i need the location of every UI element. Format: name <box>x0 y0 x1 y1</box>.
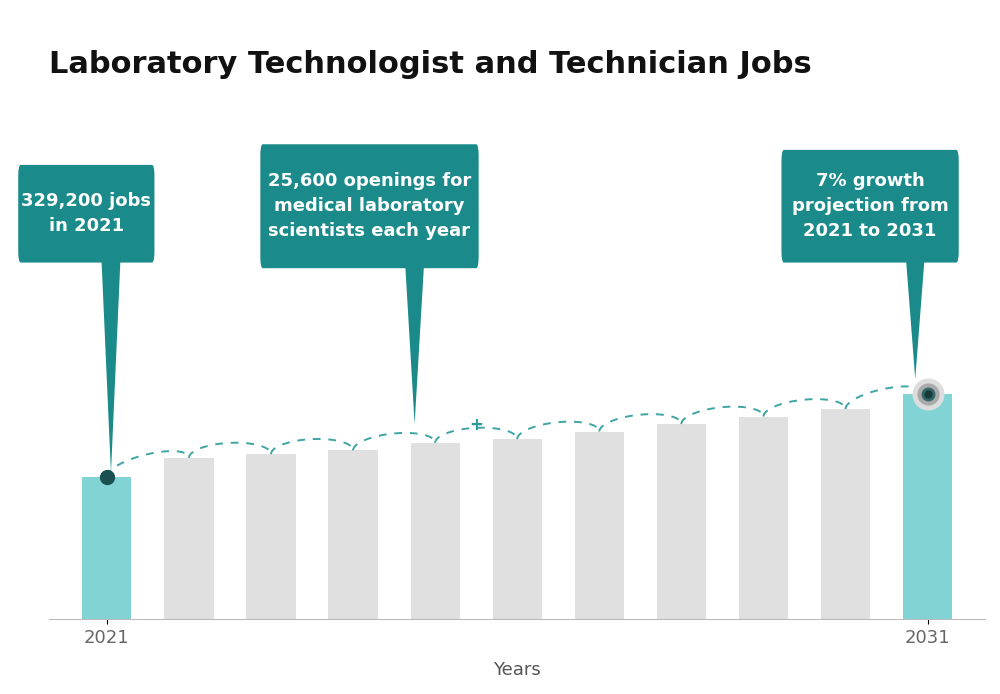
Bar <box>328 450 378 619</box>
FancyBboxPatch shape <box>18 165 154 262</box>
FancyBboxPatch shape <box>260 144 479 268</box>
Polygon shape <box>405 257 424 424</box>
Text: 329,200 jobs
in 2021: 329,200 jobs in 2021 <box>21 192 151 235</box>
Bar <box>82 477 131 619</box>
Text: +: + <box>469 416 483 434</box>
Bar <box>493 439 542 619</box>
Text: 7% growth
projection from
2021 to 2031: 7% growth projection from 2021 to 2031 <box>792 172 948 240</box>
Bar <box>821 409 870 619</box>
FancyBboxPatch shape <box>781 150 959 262</box>
Polygon shape <box>101 251 121 473</box>
X-axis label: Years: Years <box>493 661 541 679</box>
Polygon shape <box>905 251 925 379</box>
Bar <box>903 394 952 619</box>
Text: 25,600 openings for
medical laboratory
scientists each year: 25,600 openings for medical laboratory s… <box>268 172 471 240</box>
Text: Laboratory Technologist and Technician Jobs: Laboratory Technologist and Technician J… <box>49 50 812 78</box>
Bar <box>657 424 706 619</box>
Bar <box>411 443 460 619</box>
Bar <box>164 458 214 619</box>
Bar <box>575 432 624 619</box>
Bar <box>739 416 788 619</box>
Bar <box>246 454 296 619</box>
